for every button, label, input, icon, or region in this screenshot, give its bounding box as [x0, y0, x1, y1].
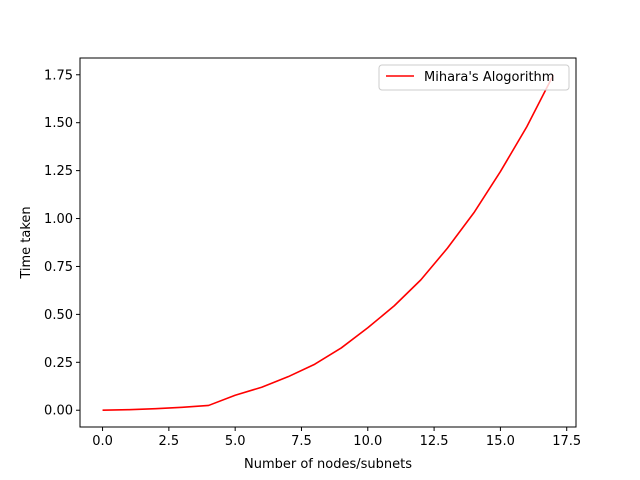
legend: Mihara's Alogorithm: [378, 64, 570, 91]
y-tick-label: 1.00: [44, 212, 73, 227]
series-line-0: [102, 74, 555, 412]
x-tick-label: 10.0: [353, 434, 382, 449]
series-layer: [102, 74, 555, 412]
x-axis-ticks: 0.0 2.5 5.0 7.5 10.0 12.5 15.0 17.5: [92, 427, 581, 449]
y-axis-label: Time taken: [19, 206, 34, 279]
x-tick-label: 12.5: [420, 434, 449, 449]
y-tick-label: 1.25: [44, 164, 73, 179]
y-tick-label: 0.50: [44, 308, 73, 323]
y-tick-label: 1.75: [44, 68, 73, 83]
x-tick-label: 15.0: [486, 434, 515, 449]
x-axis-label: Number of nodes/subnets: [244, 457, 412, 472]
x-tick-label: 7.5: [291, 434, 312, 449]
x-tick-label: 2.5: [159, 434, 180, 449]
y-tick-label: 1.50: [44, 116, 73, 131]
y-tick-label: 0.25: [44, 356, 73, 371]
x-tick-label: 5.0: [225, 434, 246, 449]
y-tick-label: 0.00: [44, 404, 73, 419]
plot-area-frame: [79, 57, 577, 428]
y-tick-label: 0.75: [44, 260, 73, 275]
x-tick-label: 0.0: [92, 434, 113, 449]
legend-box: [378, 64, 570, 91]
x-tick-label: 17.5: [552, 434, 581, 449]
legend-label: Mihara's Alogorithm: [424, 70, 554, 85]
y-axis-ticks: 0.00 0.25 0.50 0.75 1.00 1.25 1.50 1.75: [44, 68, 80, 419]
